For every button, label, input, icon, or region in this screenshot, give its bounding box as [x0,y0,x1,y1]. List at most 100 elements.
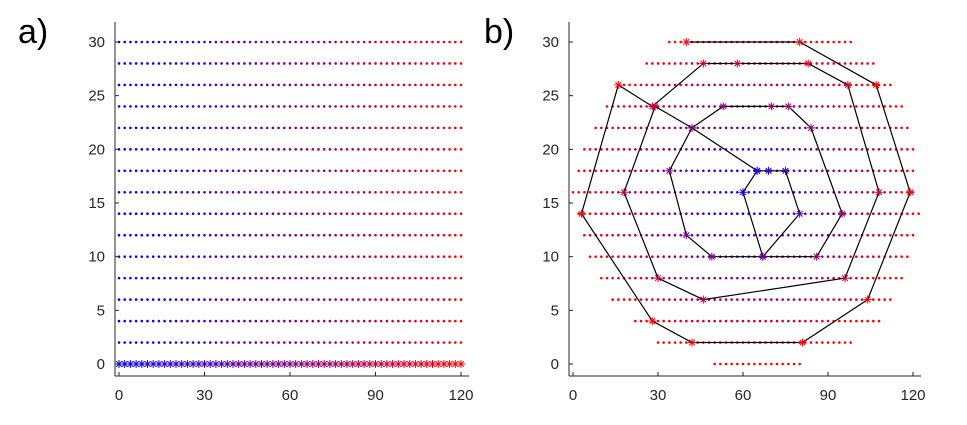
data-point [191,105,195,108]
data-point [719,362,722,366]
data-point [379,276,383,280]
data-point [696,276,699,280]
data-point [866,255,869,258]
data-point [237,276,240,280]
data-point [656,62,660,65]
data-point [617,126,620,130]
data-point [305,212,309,216]
data-point [351,255,355,258]
data-point [277,126,280,130]
data-point [305,341,309,344]
data-point [770,126,773,130]
data-point [883,276,886,280]
data-point [243,298,246,301]
data-point [414,190,417,194]
data-point [419,298,423,301]
data-point [408,148,412,151]
data-point [628,233,631,237]
data-point [696,212,699,216]
data-point [872,212,875,216]
path-vertex-star [699,59,708,68]
data-point [397,190,400,194]
data-point [208,169,212,173]
data-point [220,341,223,344]
data-point [622,255,626,258]
data-point [146,298,149,301]
data-point [719,83,722,87]
data-point [696,62,699,65]
data-point [431,341,434,344]
data-point [357,233,360,237]
data-point [163,255,166,258]
data-point [436,83,440,87]
data-point [345,62,349,65]
data-point [798,148,801,151]
data-point [271,105,275,108]
data-point [305,298,309,301]
data-point [685,126,688,130]
data-point [747,83,750,87]
data-point [328,233,332,237]
data-point [713,212,716,216]
data-point [208,341,212,344]
data-point [815,233,818,237]
data-point [431,126,434,130]
data-point [838,190,841,194]
data-point [345,319,349,323]
data-point [583,190,586,194]
data-point [288,341,292,344]
data-point [340,40,343,44]
data-point [436,298,440,301]
data-point [300,276,303,280]
data-point [402,40,406,44]
data-point [707,190,711,194]
data-point [838,255,841,258]
data-point [866,126,869,130]
data-point [231,62,235,65]
data-point [186,190,189,194]
data-point [860,83,864,87]
data-point [832,233,835,237]
data-point [775,298,779,301]
path-vertex-star [906,188,915,197]
data-point [340,276,343,280]
data-point [317,319,320,323]
data-point [741,362,745,366]
data-point [419,190,423,194]
data-point [311,276,315,280]
data-point [197,190,201,194]
data-point [894,169,898,173]
data-point [702,233,705,237]
data-point [877,169,881,173]
data-point [368,126,372,130]
data-point [288,212,292,216]
data-point [792,212,796,216]
data-point [656,212,660,216]
data-point [741,83,745,87]
data-point [713,298,716,301]
data-point [622,169,626,173]
data-point [860,62,864,65]
data-point [385,126,389,130]
data-point [351,319,355,323]
data-point [197,255,201,258]
data-point [368,298,372,301]
data-point [197,212,201,216]
data-point [730,83,733,87]
data-point [163,276,166,280]
data-point [628,83,631,87]
data-point [459,40,463,44]
data-point [414,276,417,280]
data-point [226,126,229,130]
data-point [838,298,841,301]
data-point [419,105,423,108]
data-point [747,362,750,366]
data-point [254,212,258,216]
data-point [639,169,643,173]
data-point [328,62,332,65]
data-point [231,341,235,344]
data-point [254,83,258,87]
data-point [651,212,654,216]
